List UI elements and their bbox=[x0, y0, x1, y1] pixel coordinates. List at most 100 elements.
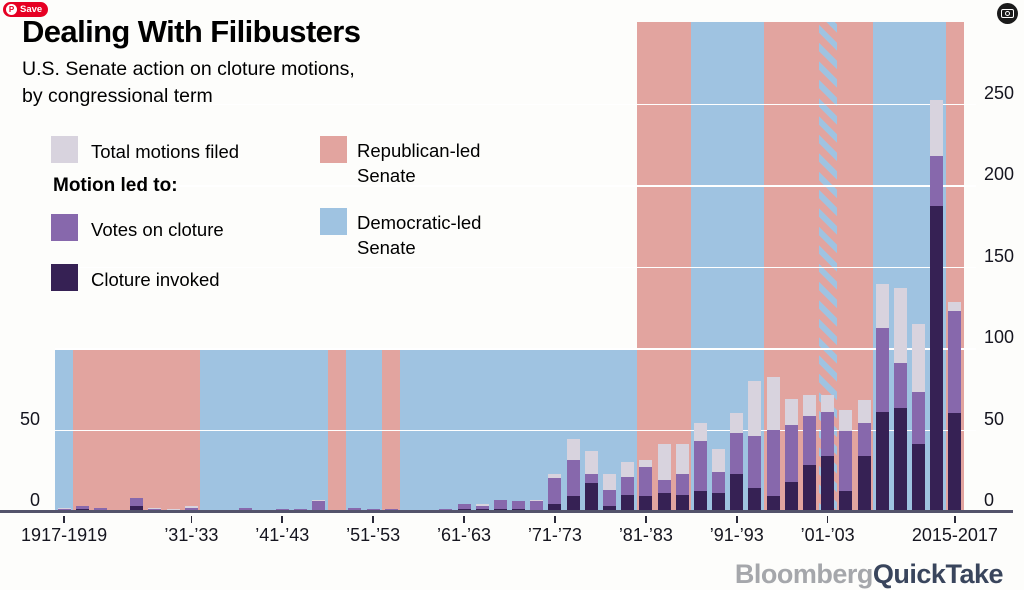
bar-1995-1997 bbox=[766, 377, 780, 511]
segment-total-filed bbox=[548, 473, 562, 479]
segment-cloture-invoked bbox=[893, 408, 907, 511]
legend-swatch-republican-senate bbox=[320, 136, 347, 163]
bar-1945-1947 bbox=[312, 499, 326, 511]
segment-cloture-invoked bbox=[766, 496, 780, 511]
segment-cloture-invoked bbox=[730, 473, 744, 511]
x-tick-label: 1917-1919 bbox=[21, 525, 108, 545]
bar-1973-1975 bbox=[566, 439, 580, 511]
bar-1971-1973 bbox=[548, 473, 562, 511]
segment-votes-on-cloture bbox=[802, 416, 816, 466]
bar-1993-1995 bbox=[748, 380, 762, 511]
segment-cloture-invoked bbox=[875, 411, 889, 511]
bar-1977-1979 bbox=[602, 473, 616, 511]
x-tick-37 bbox=[735, 516, 738, 523]
segment-cloture-invoked bbox=[675, 494, 689, 511]
legend-swatch-cloture-invoked bbox=[51, 264, 78, 291]
segment-cloture-invoked bbox=[821, 455, 835, 511]
segment-total-filed bbox=[712, 449, 726, 472]
segment-total-filed bbox=[657, 444, 671, 481]
bar-1987-1989 bbox=[693, 423, 707, 511]
gridline-200 bbox=[55, 185, 976, 187]
segment-cloture-invoked bbox=[657, 493, 671, 511]
bar-1981-1983 bbox=[639, 460, 653, 511]
x-tick-label: ’01-’03 bbox=[800, 525, 855, 545]
legend-swatch-votes-on-cloture bbox=[51, 214, 78, 241]
segment-total-filed bbox=[530, 499, 544, 502]
bar-1925-1927 bbox=[130, 497, 144, 511]
bar-2011-2013 bbox=[912, 323, 926, 511]
y-axis-label-left-0: 0 bbox=[29, 490, 40, 510]
segment-votes-on-cloture bbox=[930, 155, 944, 207]
page-title: Dealing With Filibusters bbox=[22, 14, 361, 49]
x-tick-17 bbox=[372, 516, 374, 523]
bar-1997-1999 bbox=[784, 398, 798, 511]
camera-icon[interactable] bbox=[997, 3, 1018, 24]
segment-cloture-invoked bbox=[548, 504, 562, 511]
legend-swatch-democratic-senate bbox=[320, 208, 347, 235]
segment-cloture-invoked bbox=[639, 496, 653, 511]
segment-votes-on-cloture bbox=[493, 499, 507, 510]
bar-2001-2003 bbox=[821, 395, 835, 511]
segment-total-filed bbox=[839, 409, 853, 432]
segment-total-filed bbox=[621, 462, 635, 477]
segment-votes-on-cloture bbox=[93, 507, 107, 511]
bar-1989-1991 bbox=[712, 449, 726, 511]
segment-cloture-invoked bbox=[693, 491, 707, 511]
segment-total-filed bbox=[857, 400, 871, 423]
segment-votes-on-cloture bbox=[584, 473, 598, 484]
segment-votes-on-cloture bbox=[75, 506, 89, 510]
subtitle-line-1: U.S. Senate action on cloture motions, bbox=[22, 58, 355, 80]
x-tick-12 bbox=[281, 516, 284, 523]
segment-cloture-invoked bbox=[621, 494, 635, 511]
legend-label-republican-senate: Republican-led Senate bbox=[357, 140, 481, 186]
segment-cloture-invoked bbox=[802, 465, 816, 511]
legend-label-total-filed: Total motions filed bbox=[91, 141, 240, 162]
segment-cloture-invoked bbox=[912, 444, 926, 511]
segment-votes-on-cloture bbox=[748, 436, 762, 489]
segment-votes-on-cloture bbox=[730, 432, 744, 474]
segment-cloture-invoked bbox=[857, 455, 871, 511]
segment-votes-on-cloture bbox=[784, 424, 798, 482]
bar-1979-1981 bbox=[621, 462, 635, 511]
bar-1937-1939 bbox=[239, 507, 253, 511]
segment-votes-on-cloture bbox=[130, 497, 144, 507]
y-axis-label-right-0: 0 bbox=[984, 490, 995, 510]
segment-cloture-invoked bbox=[930, 206, 944, 511]
segment-votes-on-cloture bbox=[512, 501, 526, 510]
segment-total-filed bbox=[930, 100, 944, 156]
segment-votes-on-cloture bbox=[857, 422, 871, 456]
segment-votes-on-cloture bbox=[475, 506, 489, 510]
bar-1983-1985 bbox=[657, 444, 671, 511]
segment-cloture-invoked bbox=[602, 506, 616, 511]
pinterest-icon: P bbox=[6, 4, 17, 15]
bar-1969-1971 bbox=[530, 499, 544, 511]
segment-cloture-invoked bbox=[584, 483, 598, 511]
segment-total-filed bbox=[57, 507, 71, 510]
x-tick-label: ’91-’93 bbox=[709, 525, 764, 545]
x-tick-22 bbox=[463, 516, 465, 523]
pinterest-save-button[interactable]: P Save bbox=[3, 2, 49, 17]
bar-1975-1977 bbox=[584, 450, 598, 511]
y-axis-label-right-100: 100 bbox=[984, 327, 1015, 347]
legend-label-votes-on-cloture: Votes on cloture bbox=[91, 219, 224, 240]
segment-votes-on-cloture bbox=[948, 310, 962, 414]
x-tick-27 bbox=[554, 516, 556, 523]
bar-1985-1987 bbox=[675, 444, 689, 511]
segment-total-filed bbox=[184, 506, 198, 508]
segment-total-filed bbox=[912, 323, 926, 392]
segment-total-filed bbox=[766, 377, 780, 430]
segment-votes-on-cloture bbox=[912, 392, 926, 445]
chart-subtitle: U.S. Senate action on cloture motions, b… bbox=[22, 56, 355, 110]
gridline-100 bbox=[55, 348, 976, 350]
x-tick-label: 2015-2017 bbox=[911, 525, 998, 545]
segment-total-filed bbox=[948, 302, 962, 311]
segment-total-filed bbox=[730, 413, 744, 433]
bloomberg-wordmark: Bloomberg bbox=[734, 559, 874, 589]
legend-label-cloture-invoked: Cloture invoked bbox=[91, 269, 220, 290]
bar-2007-2009 bbox=[875, 284, 889, 511]
segment-total-filed bbox=[802, 395, 816, 417]
gridline-50 bbox=[55, 429, 976, 432]
segment-cloture-invoked bbox=[130, 506, 144, 511]
